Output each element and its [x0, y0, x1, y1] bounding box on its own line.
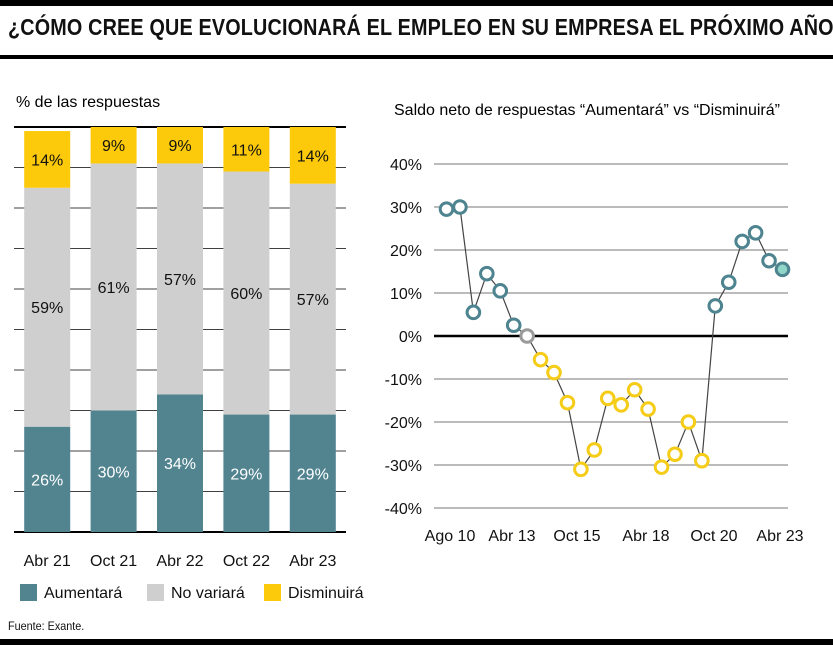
- bar-value-label: 34%: [164, 456, 196, 473]
- title-rule: [0, 55, 833, 59]
- source-note: Fuente: Exante.: [8, 619, 85, 633]
- data-point: [559, 394, 576, 411]
- data-point: [640, 401, 656, 417]
- bar-value-label: 9%: [102, 138, 125, 155]
- data-point: [532, 351, 549, 368]
- x-tick-label: Abr 18: [622, 528, 669, 545]
- bar-disminuira: [289, 127, 336, 184]
- bar-no-variara: [90, 163, 137, 411]
- y-tick-label: -30%: [385, 458, 422, 475]
- series-line: [446, 206, 783, 471]
- x-tick-label: Oct 20: [690, 528, 737, 545]
- bar-value-label: 57%: [164, 272, 196, 289]
- x-tick-label: Oct 22: [223, 553, 270, 570]
- bar-disminuira: [24, 131, 71, 188]
- data-point: [586, 442, 603, 458]
- data-point: [626, 381, 643, 398]
- data-point: [734, 233, 750, 250]
- bar-value-label: 57%: [297, 292, 329, 309]
- legend-swatch-disminuira: [264, 584, 281, 601]
- data-point: [465, 304, 482, 321]
- data-point: [452, 199, 468, 215]
- y-tick-label: 0%: [399, 329, 422, 346]
- data-point: [505, 317, 522, 334]
- bar-value-label: 61%: [98, 280, 130, 297]
- x-tick-label: Abr 22: [156, 553, 203, 570]
- x-tick-label: Oct 15: [553, 528, 600, 545]
- bar-aumentara: [90, 410, 137, 532]
- legend-label: No variará: [171, 585, 245, 602]
- legend-label: Aumentará: [44, 585, 122, 602]
- data-point: [680, 414, 697, 430]
- bar-no-variara: [223, 171, 270, 415]
- bar-value-label: 14%: [31, 152, 63, 169]
- data-point: [653, 459, 670, 475]
- line-chart-title: Saldo neto de respuestas “Aumentará” vs …: [394, 102, 780, 119]
- bar-value-label: 26%: [31, 472, 63, 489]
- y-tick-label: -40%: [385, 501, 422, 518]
- bar-disminuira: [90, 127, 137, 164]
- bar-chart-title: % de las respuestas: [16, 94, 160, 111]
- data-point: [761, 252, 777, 269]
- legend-label: Disminuirá: [288, 585, 364, 602]
- data-point: [438, 201, 455, 217]
- data-point: [599, 390, 616, 407]
- net-balance-line-chart: Saldo neto de respuestas “Aumentará” vs …: [385, 102, 804, 545]
- x-tick-label: Abr 23: [289, 553, 336, 570]
- bottom-rule: [0, 639, 833, 645]
- x-tick-label: Abr 13: [488, 528, 535, 545]
- legend-swatch-aumentara: [20, 584, 37, 601]
- data-point: [774, 261, 791, 278]
- x-tick-label: Oct 21: [90, 553, 137, 570]
- legend-swatch-no-variara: [147, 584, 164, 601]
- stacked-bar-chart: % de las respuestas 26% 59% 14% 30% 61% 9% 34%…: [14, 94, 364, 602]
- bar-value-label: 60%: [230, 286, 262, 303]
- bar-aumentara: [289, 414, 336, 532]
- bar-no-variara: [289, 183, 336, 415]
- bar-disminuira: [223, 127, 270, 172]
- x-tick-label: Abr 21: [24, 553, 71, 570]
- x-tick-label: Ago 10: [425, 528, 476, 545]
- data-point: [613, 397, 630, 413]
- data-point: [667, 446, 683, 463]
- data-point: [573, 461, 589, 478]
- data-point: [694, 452, 710, 469]
- top-rule: [0, 0, 833, 6]
- bar-value-label: 59%: [31, 300, 63, 317]
- bar-value-label: 14%: [297, 148, 329, 165]
- bar-value-label: 9%: [168, 138, 191, 155]
- bar-value-label: 30%: [98, 464, 130, 481]
- bar-no-variara: [24, 187, 71, 427]
- y-tick-label: -10%: [385, 372, 422, 389]
- y-tick-label: 40%: [390, 157, 422, 174]
- bar-value-label: 29%: [297, 466, 329, 483]
- bar-aumentara: [157, 394, 203, 532]
- data-point: [546, 364, 562, 381]
- bar-aumentara: [24, 426, 71, 532]
- bar-no-variara: [157, 163, 203, 395]
- bar-value-label: 11%: [231, 142, 262, 159]
- data-point: [747, 225, 764, 241]
- data-point: [492, 283, 509, 299]
- y-tick-label: 10%: [390, 286, 422, 303]
- bar-value-label: 29%: [230, 466, 262, 483]
- page-title: ¿CÓMO CREE QUE EVOLUCIONARÁ EL EMPLEO EN…: [8, 14, 833, 40]
- data-point: [720, 274, 737, 291]
- y-tick-label: 30%: [390, 200, 422, 217]
- y-tick-label: -20%: [385, 415, 422, 432]
- data-point: [479, 265, 495, 282]
- x-tick-label: Abr 23: [756, 528, 803, 545]
- bar-aumentara: [223, 414, 270, 532]
- y-tick-label: 20%: [390, 243, 422, 260]
- data-point: [707, 298, 724, 314]
- bar-disminuira: [157, 127, 203, 164]
- data-point: [519, 328, 535, 344]
